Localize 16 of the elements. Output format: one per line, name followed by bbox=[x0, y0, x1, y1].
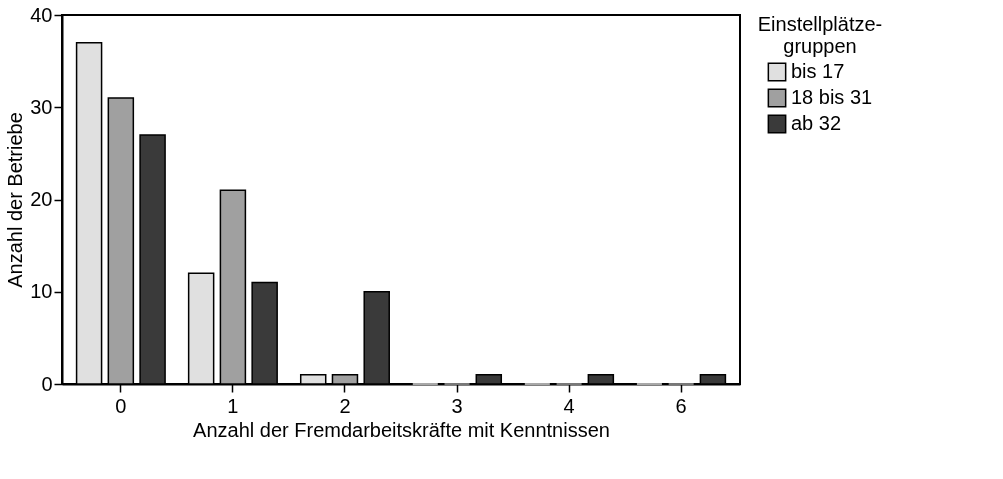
y-tick-label: 0 bbox=[41, 372, 53, 395]
x-tick-label: 0 bbox=[115, 394, 127, 417]
legend-label: ab 32 bbox=[791, 112, 842, 134]
x-axis-title: Anzahl der Fremdarbeitskräfte mit Kenntnissen bbox=[193, 418, 610, 441]
y-tick-label: 40 bbox=[30, 3, 53, 26]
x-tick-label: 1 bbox=[227, 394, 239, 417]
legend-label: bis 17 bbox=[791, 60, 845, 82]
x-tick-label: 4 bbox=[563, 394, 575, 417]
y-tick-label: 30 bbox=[30, 95, 53, 118]
legend-label: 18 bis 31 bbox=[791, 86, 873, 108]
y-axis-title: Anzahl der Betriebe bbox=[4, 112, 27, 288]
x-tick-label: 6 bbox=[675, 394, 687, 417]
y-tick-label: 20 bbox=[30, 188, 53, 210]
x-tick-label: 2 bbox=[339, 394, 351, 417]
x-tick-label: 3 bbox=[451, 394, 463, 417]
y-tick-label: 10 bbox=[30, 280, 53, 303]
